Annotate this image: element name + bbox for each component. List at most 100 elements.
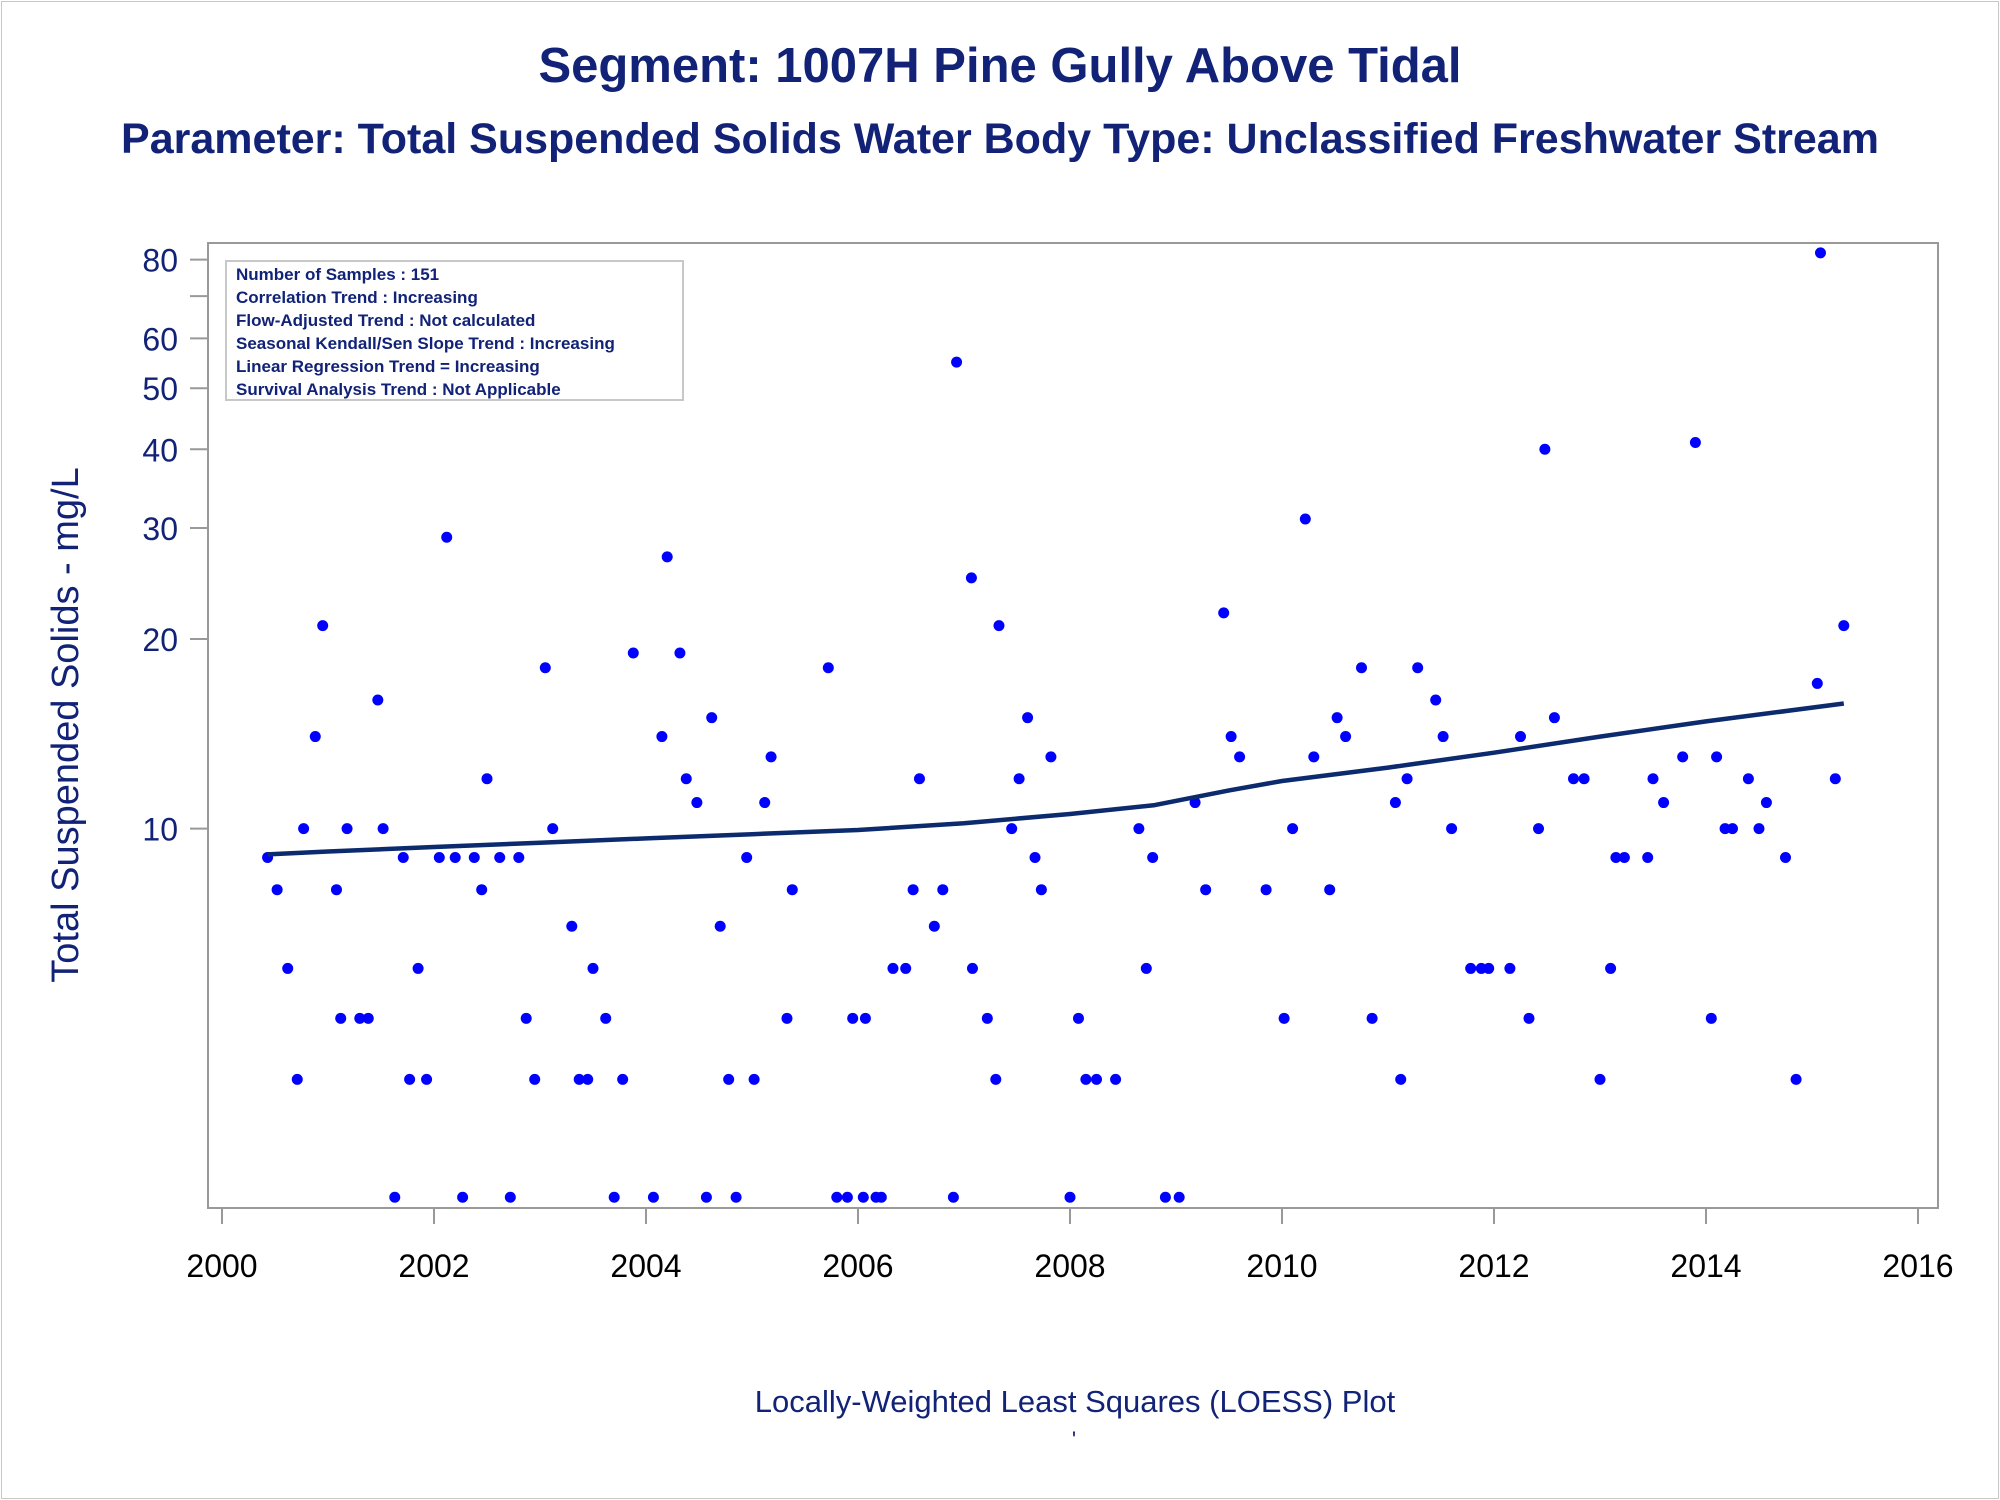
data-point [309,731,321,743]
data-point [1523,1012,1535,1024]
data-point [587,962,599,974]
data-point [990,1073,1002,1085]
data-point [1412,662,1424,674]
data-point [271,884,283,896]
data-point [661,551,673,563]
data-point [1401,773,1413,785]
data-point [1437,731,1449,743]
data-point [291,1073,303,1085]
stats-legend-line: Number of Samples : 151 [236,265,439,284]
data-point [1395,1073,1407,1085]
x-axis: 2000 2002 2004 2006 2008 2010 2012 2014 2016 [186,1208,1954,1284]
data-point [600,1012,612,1024]
data-point [1366,1012,1378,1024]
data-point [1389,797,1401,809]
data-point [627,647,639,659]
data-point [1080,1073,1092,1085]
data-point [573,1073,585,1085]
data-point [449,851,461,863]
data-point [335,1012,347,1024]
data-point [282,962,294,974]
stats-legend-line: Survival Analysis Trend : Not Applicable [236,380,561,399]
data-point [691,797,703,809]
data-point [981,1012,993,1024]
x-tick-label: 2012 [1458,1248,1529,1284]
data-point [354,1012,366,1024]
data-point [1533,823,1545,835]
footnote-mark: ' [1072,1427,1076,1452]
data-point [1780,851,1791,863]
data-point [520,1012,532,1024]
data-point [786,884,798,896]
data-point [1218,607,1230,619]
data-point [1515,731,1526,743]
stats-legend-line: Seasonal Kendall/Sen Slope Trend : Incre… [236,334,615,353]
stats-legend-box [225,260,684,401]
y-tick-label: 20 [142,622,178,658]
data-point [1133,823,1145,835]
data-point [1035,884,1047,896]
data-point [608,1191,620,1203]
stats-legend: Number of Samples : 151 Correlation Trend… [225,260,684,401]
data-point [1711,751,1723,763]
x-tick-label: 2014 [1670,1248,1741,1284]
data-point [674,647,686,659]
data-point [1308,751,1320,763]
data-point [1605,962,1617,974]
data-point [1790,1073,1802,1085]
data-point [1173,1191,1185,1203]
data-point [1689,437,1701,449]
data-point [1159,1191,1171,1203]
data-point [1610,851,1622,863]
data-point [1548,712,1560,724]
data-point [539,662,551,674]
y-tick-label: 10 [142,812,178,848]
data-point [1829,773,1841,785]
data-point [1340,731,1352,743]
data-point [680,773,692,785]
data-point [468,851,480,863]
data-point [900,962,912,974]
data-point [1618,851,1630,863]
data-point [1029,851,1041,863]
data-point [317,620,329,632]
data-point [1045,751,1057,763]
data-point [1013,773,1025,785]
x-axis-label: Locally-Weighted Least Squares (LOESS) P… [755,1384,1396,1419]
data-point [1568,773,1579,785]
data-point [1356,662,1367,674]
data-point [714,920,726,932]
data-point [617,1073,629,1085]
data-point [582,1073,594,1085]
data-point [781,1012,793,1024]
data-point [887,962,899,974]
x-tick-label: 2016 [1882,1248,1953,1284]
data-point [513,851,525,863]
data-point [1287,823,1299,835]
y-tick-label: 40 [142,432,178,468]
data-point [1006,823,1018,835]
stats-legend-line: Flow-Adjusted Trend : Not calculated [236,311,535,330]
data-point [857,1191,869,1203]
data-point [847,1012,859,1024]
data-point [433,851,445,863]
y-tick-label: 80 [142,243,178,279]
data-point [389,1191,401,1203]
data-point [1811,677,1823,689]
data-point [1140,962,1152,974]
data-point [951,356,963,368]
data-point [1072,1012,1084,1024]
data-point [1110,1073,1122,1085]
data-point [481,773,493,785]
data-point [1331,712,1343,724]
x-tick-label: 2008 [1034,1248,1105,1284]
x-tick-label: 2000 [186,1248,257,1284]
data-point [476,884,488,896]
data-point [966,962,978,974]
data-point [1677,751,1689,763]
data-point [841,1191,853,1203]
x-tick-label: 2002 [398,1248,469,1284]
data-point [1234,751,1246,763]
data-point [1642,851,1654,863]
